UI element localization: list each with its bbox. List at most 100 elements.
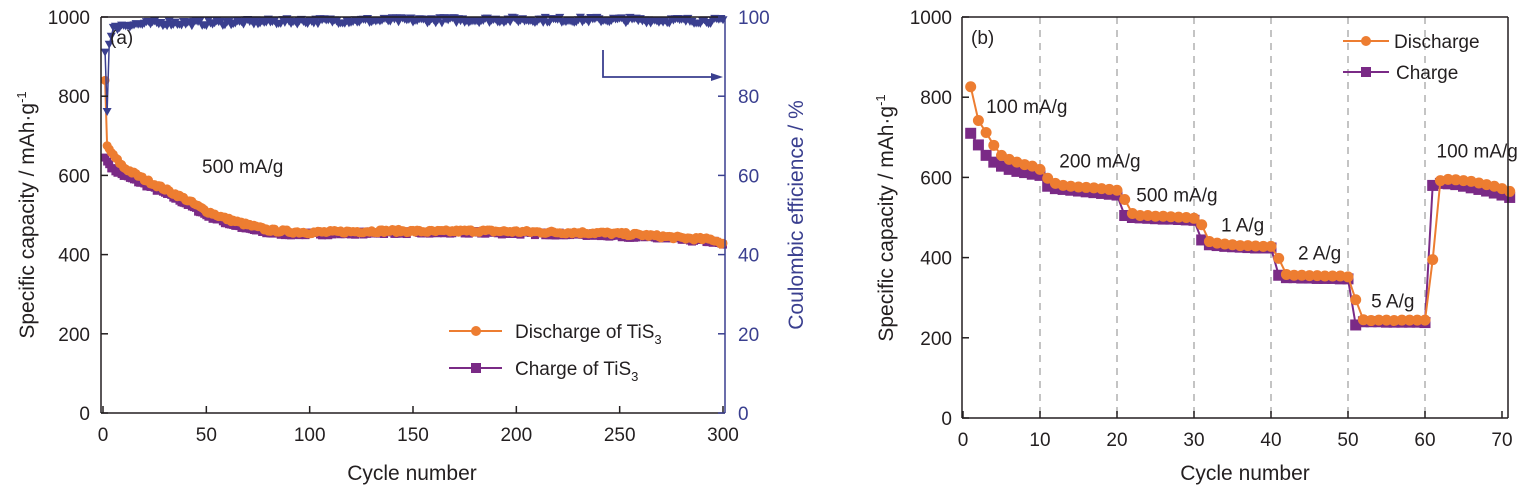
panel-a-capacity-cycling-chart: 0 50 100 150 200 250 3000200400600800100002040… — [14, 8, 808, 485]
data-point — [1273, 269, 1285, 281]
data-point — [1042, 172, 1054, 184]
data-point — [1119, 209, 1131, 221]
panel-a-ticks: 0 50 100 150 200 250 3000200400600800100002040… — [48, 8, 770, 446]
data-point — [1504, 185, 1516, 197]
panel-a-x-tick-label: 50 — [196, 425, 217, 446]
data-point — [1273, 252, 1285, 264]
data-point — [1465, 182, 1477, 194]
panel-a-y-axis-title: Specific capacity / mAh·g-1 — [14, 91, 39, 338]
data-point — [1034, 163, 1046, 175]
legend-discharge-label-text: Discharge of TiS — [515, 322, 654, 343]
data-point — [1411, 314, 1423, 326]
data-point — [1342, 271, 1354, 283]
panel-a-y2-tick-label: 60 — [738, 166, 759, 187]
panel-a-x-tick-label: 200 — [500, 425, 532, 446]
legend-charge-label-text: Charge of TiS — [515, 359, 631, 380]
data-point — [1026, 168, 1038, 180]
data-point — [988, 156, 1000, 168]
data-point — [1257, 240, 1269, 252]
panel-a-series-discharge-of-tis — [100, 75, 728, 249]
data-point — [102, 108, 112, 117]
data-point — [106, 32, 116, 41]
panel-b-x-axis-title: Cycle number — [1180, 462, 1310, 485]
panel-a-axis-arrow — [602, 50, 712, 78]
data-point — [980, 149, 992, 161]
panel-a-annotation-rate: 500 mA/g — [202, 157, 283, 178]
data-point — [1404, 314, 1416, 326]
legend-b-charge-label: Charge — [1396, 63, 1458, 84]
panel-b-y-tick-label: 400 — [920, 249, 952, 270]
data-point — [1119, 193, 1131, 205]
series-line — [104, 80, 724, 246]
data-point — [1019, 167, 1031, 179]
data-point — [1196, 234, 1208, 246]
rate-annotation: 1 A/g — [1221, 216, 1264, 237]
data-point — [104, 40, 114, 49]
panel-b-x-tick-label: 70 — [1491, 430, 1512, 451]
panel-b-y-tick-label: 0 — [941, 409, 952, 430]
data-point — [164, 17, 174, 26]
data-point — [105, 160, 114, 169]
panel-a-y2-tick-label: 20 — [738, 325, 759, 346]
data-point — [965, 127, 977, 139]
panel-b-y-axis-title: Specific capacity / mAh·g-1 — [873, 94, 898, 341]
panel-a-y-tick-label: 800 — [58, 87, 90, 108]
data-point — [1034, 169, 1046, 181]
panel-a-y-tick-label: 0 — [79, 404, 90, 425]
data-point — [1304, 270, 1315, 282]
data-point — [100, 48, 110, 57]
panel-b-rate-capability-chart: 0 10 20 30 40 50 60 70 0 200 400 600 800 1000 100 mA/… — [873, 8, 1518, 485]
legend-b-discharge-label: Discharge — [1394, 32, 1480, 53]
panel-b-x-tick-label: 30 — [1183, 430, 1204, 451]
data-point — [1419, 314, 1431, 326]
panel-b-legend: Discharge Charge — [1343, 32, 1480, 84]
data-point — [1319, 270, 1331, 282]
panel-a-legend: Discharge of TiS3 Charge of TiS3 — [449, 322, 662, 384]
panel-a-x-tick-label: 150 — [397, 425, 429, 446]
data-point — [1350, 294, 1362, 306]
data-point — [1458, 180, 1469, 192]
data-point — [1265, 240, 1277, 252]
rate-annotation: 100 mA/g — [1437, 141, 1518, 162]
panel-a-y-axis-title-sup: -1 — [14, 91, 29, 103]
legend-discharge-marker — [471, 326, 481, 336]
panel-b-y-axis-title-sup: -1 — [873, 94, 888, 106]
panel-a-x-tick-label: 300 — [707, 425, 739, 446]
legend-charge-label: Charge of TiS3 — [515, 359, 638, 384]
panel-b-label: (b) — [971, 28, 994, 49]
data-point — [972, 114, 984, 126]
data-point — [1427, 179, 1439, 191]
rate-annotation: 500 mA/g — [1136, 185, 1217, 206]
data-point — [972, 139, 984, 151]
panel-a-y2-tick-label: 100 — [738, 8, 770, 29]
panel-b-x-tick-label: 60 — [1414, 430, 1435, 451]
data-point — [1196, 219, 1208, 231]
panel-a-x-axis-title: Cycle number — [347, 462, 477, 485]
data-point — [1150, 210, 1161, 222]
panel-b-x-tick-label: 0 — [958, 430, 969, 451]
legend-charge-marker — [471, 363, 481, 373]
data-point — [1504, 191, 1516, 203]
data-point — [1427, 254, 1439, 266]
panel-a-x-tick-label: 0 — [98, 425, 109, 446]
data-point — [1288, 269, 1300, 281]
panel-b-x-tick-label: 10 — [1029, 430, 1050, 451]
panel-a-axis-arrow-head-icon — [711, 73, 723, 81]
rate-annotation: 200 mA/g — [1059, 151, 1140, 172]
panel-a-y-tick-label: 1000 — [48, 8, 90, 29]
data-point — [1488, 187, 1500, 199]
data-point — [251, 16, 261, 25]
panel-b-y-axis-title-text: Specific capacity / mAh·g — [875, 106, 898, 342]
data-point — [195, 16, 205, 25]
panel-a-x-tick-label: 100 — [294, 425, 326, 446]
data-point — [1134, 209, 1146, 221]
panel-a-y2-tick-label: 0 — [738, 404, 749, 425]
data-point — [988, 139, 1000, 151]
legend-b-charge-marker — [1361, 67, 1371, 77]
legend-discharge-label: Discharge of TiS3 — [515, 322, 662, 347]
series-line — [104, 15, 724, 113]
legend-discharge-label-sub: 3 — [654, 332, 661, 347]
panel-a-y-axis-title-text: Specific capacity / mAh·g — [16, 103, 39, 339]
data-point — [1481, 185, 1493, 197]
